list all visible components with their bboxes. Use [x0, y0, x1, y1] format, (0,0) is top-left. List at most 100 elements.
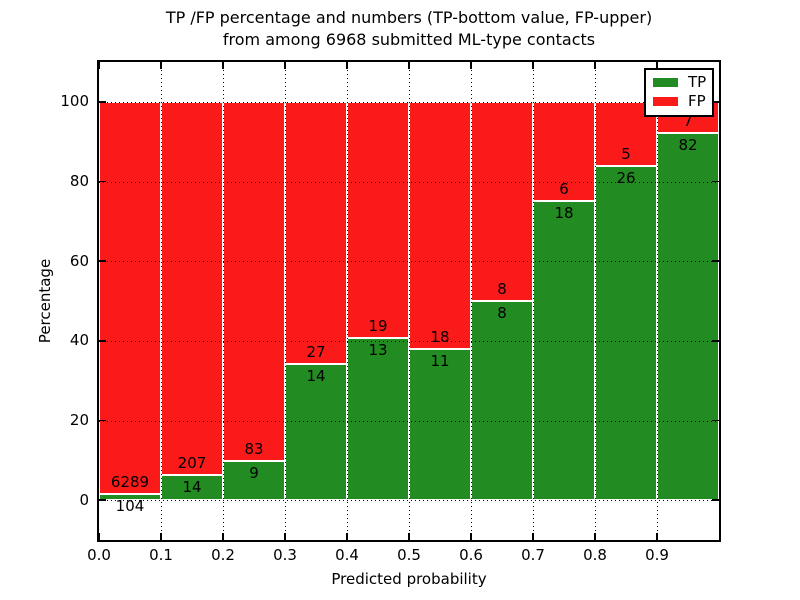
- x-tick-label: 0.5: [397, 546, 421, 564]
- x-tick-mark: [470, 533, 472, 540]
- vertical-gridline: [409, 62, 410, 540]
- bar-segment-tp: [533, 201, 595, 501]
- bar-segment-fp: [533, 101, 595, 202]
- tp-count-label: 14: [306, 367, 326, 386]
- y-tick-label: 60: [69, 251, 89, 270]
- horizontal-gridline: [99, 101, 719, 103]
- bar-segment-fp: [99, 101, 161, 494]
- horizontal-gridline: [99, 340, 719, 342]
- y-tick-mark: [712, 180, 719, 183]
- tp-count-label: 104: [115, 496, 145, 515]
- bar-segment-fp: [285, 101, 347, 365]
- x-tick-label: 0.4: [335, 546, 359, 564]
- tp-count-label: 82: [678, 136, 698, 155]
- bar-segment-fp: [409, 101, 471, 350]
- y-tick-mark: [712, 340, 719, 342]
- x-tick-mark: [656, 62, 658, 69]
- tp-count-label: 8: [497, 304, 507, 322]
- chart-title-line2: from among 6968 submitted ML-type contac…: [222, 30, 596, 49]
- x-tick-mark: [98, 62, 100, 69]
- fp-count-label: 6289: [110, 472, 150, 491]
- horizontal-gridline: [99, 181, 719, 183]
- x-tick-mark: [160, 62, 162, 69]
- y-tick-label: 0: [79, 490, 89, 509]
- fp-count-label: 83: [244, 440, 264, 459]
- chart-title-line1: TP /FP percentage and numbers (TP-bottom…: [165, 8, 653, 27]
- fp-count-label: 6: [559, 180, 569, 199]
- fp-count-label: 7: [683, 112, 693, 131]
- x-tick-label: 0.9: [645, 546, 669, 564]
- x-tick-label: 0.7: [521, 546, 545, 564]
- vertical-gridline: [533, 62, 534, 540]
- tp-count-label: 11: [430, 352, 450, 371]
- fp-count-label: 207: [177, 453, 207, 472]
- y-tick-label: 20: [69, 411, 89, 429]
- x-tick-label: 0.1: [149, 546, 173, 564]
- bar-segment-fp: [161, 101, 223, 475]
- vertical-gridline: [161, 62, 162, 540]
- x-axis-label: Predicted probability: [331, 570, 487, 588]
- y-tick-label: 40: [69, 331, 89, 350]
- x-tick-mark: [346, 533, 348, 540]
- bar-segment-tp: [285, 364, 347, 501]
- fp-count-label: 8: [497, 280, 507, 298]
- y-tick-label: 80: [69, 172, 89, 190]
- tp-count-label: 13: [368, 341, 388, 360]
- x-tick-mark: [470, 62, 472, 69]
- bar-segment-tp: [657, 133, 719, 501]
- y-tick-mark: [99, 101, 106, 103]
- fp-count-label: 5: [621, 145, 631, 164]
- vertical-gridline: [471, 62, 472, 540]
- y-tick-mark: [99, 419, 106, 422]
- bar-segment-tp: [409, 349, 471, 501]
- x-tick-mark: [532, 533, 534, 540]
- bar-segment-tp: [347, 338, 409, 501]
- x-tick-mark: [160, 533, 162, 540]
- tp-swatch-icon: [653, 78, 678, 87]
- x-tick-mark: [346, 62, 348, 69]
- x-tick-mark: [222, 533, 224, 540]
- x-tick-mark: [98, 533, 100, 540]
- legend-item-label: FP: [688, 92, 706, 110]
- y-tick-mark: [712, 260, 719, 262]
- y-tick-mark: [712, 419, 719, 422]
- vertical-gridline: [223, 62, 224, 540]
- fp-count-label: 19: [368, 317, 388, 336]
- y-tick-label: 100: [60, 92, 89, 111]
- legend-item: TP: [646, 73, 712, 92]
- bar-segment-fp: [223, 101, 285, 462]
- x-tick-mark: [594, 62, 596, 69]
- fp-count-label: 18: [430, 328, 450, 347]
- x-tick-label: 0.2: [211, 546, 235, 564]
- bar-segment-tp: [595, 166, 657, 501]
- horizontal-gridline: [99, 420, 719, 422]
- y-tick-mark: [712, 101, 719, 103]
- x-tick-mark: [284, 62, 286, 69]
- vertical-gridline: [595, 62, 596, 540]
- fp-count-label: 27: [306, 343, 326, 362]
- bar-segment-tp: [223, 461, 285, 501]
- legend-item: FP: [646, 92, 712, 111]
- tp-count-label: 14: [182, 477, 202, 496]
- bar-segment-fp: [347, 101, 409, 339]
- y-tick-mark: [99, 499, 106, 501]
- x-tick-mark: [656, 533, 658, 540]
- y-tick-mark: [99, 180, 106, 183]
- x-tick-mark: [408, 62, 410, 69]
- x-tick-mark: [284, 533, 286, 540]
- y-tick-mark: [99, 340, 106, 342]
- tp-count-label: 9: [249, 464, 259, 483]
- horizontal-gridline: [99, 500, 719, 502]
- x-tick-label: 0.0: [87, 546, 111, 564]
- legend: TP FP: [644, 68, 714, 117]
- bar-segment-tp: [471, 301, 533, 501]
- bar-segment-fp: [471, 101, 533, 301]
- vertical-gridline: [657, 62, 658, 540]
- x-tick-label: 0.8: [583, 546, 607, 564]
- x-tick-mark: [408, 533, 410, 540]
- horizontal-gridline: [99, 261, 719, 263]
- x-tick-mark: [222, 62, 224, 69]
- y-tick-mark: [99, 260, 106, 262]
- bar-segment-tp: [99, 493, 161, 501]
